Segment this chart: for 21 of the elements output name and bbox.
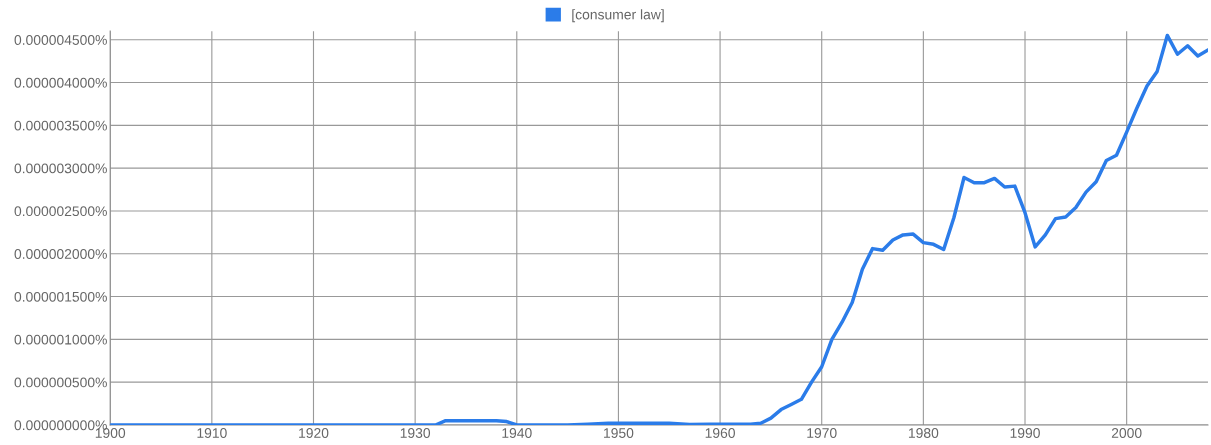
line-series xyxy=(110,33,1208,425)
x-tick-label: 1930 xyxy=(400,428,431,438)
y-tick-label: 0.000004500% xyxy=(14,35,107,45)
x-tick-label: 2000 xyxy=(1111,428,1142,438)
x-tick-label: 1960 xyxy=(705,428,735,438)
y-tick-label: 0.000001000% xyxy=(14,334,107,345)
y-tick-label: 0.000000500% xyxy=(14,377,107,388)
y-tick-label: 0.000003500% xyxy=(14,120,107,131)
y-tick-label: 0.000002500% xyxy=(14,206,107,217)
x-tick-label: 1990 xyxy=(1010,428,1040,438)
x-tick-label: 1910 xyxy=(197,428,227,438)
legend-label: [consumer law] xyxy=(572,9,664,23)
y-tick-label: 0.000002000% xyxy=(14,249,107,259)
x-tick-label: 1940 xyxy=(502,428,532,438)
y-tick-label: 0.000001500% xyxy=(14,291,107,302)
x-tick-label: 1950 xyxy=(604,428,634,438)
x-tick-label: 1920 xyxy=(299,428,329,438)
y-tick-label: 0.000003000% xyxy=(14,163,107,174)
x-tick-label: 1970 xyxy=(807,428,837,438)
y-tick-label: 0.000004000% xyxy=(14,77,107,88)
x-tick-label: 1980 xyxy=(908,428,939,438)
